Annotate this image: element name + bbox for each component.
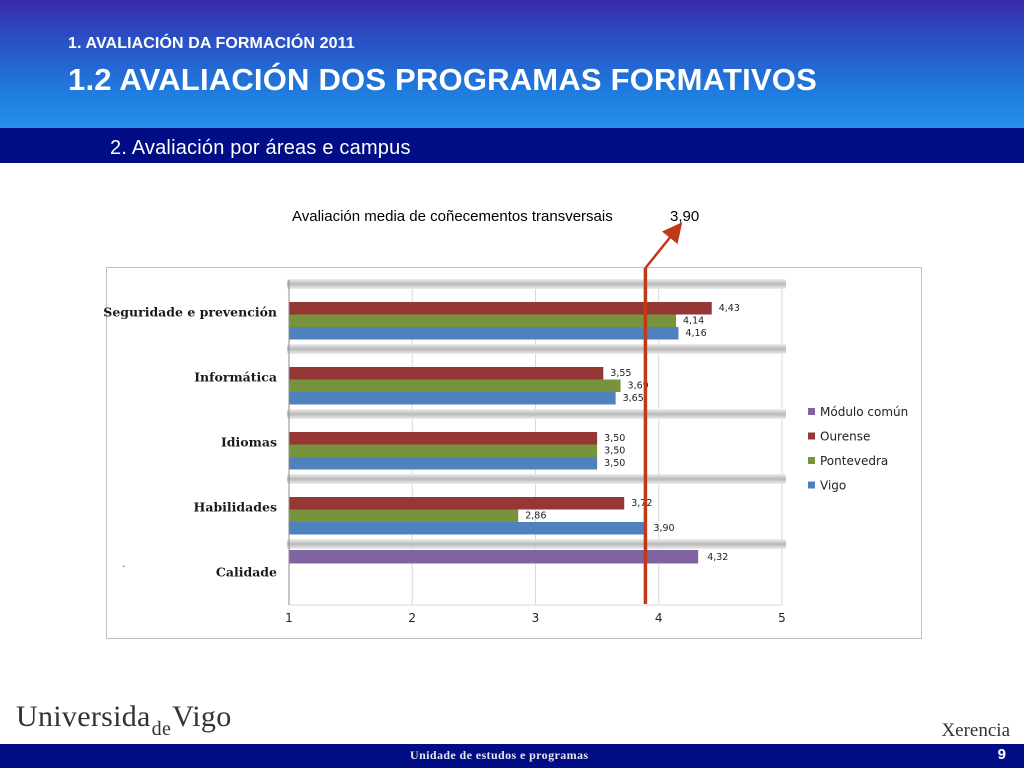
- average-label: Avaliación media de coñecementos transve…: [292, 208, 613, 225]
- slide-subtitle: 2. Avaliación por áreas e campus: [110, 137, 411, 159]
- category-label: Idiomas: [221, 435, 277, 450]
- category-separator: [287, 344, 786, 354]
- bar-vigo: [289, 457, 598, 470]
- bar-value-label: 3,90: [653, 523, 674, 534]
- bar-value-label: 3,65: [623, 393, 644, 404]
- category-separator: [287, 409, 786, 419]
- bar-vigo: [289, 522, 647, 535]
- average-value: 3,90: [670, 208, 700, 225]
- bar-pontevedra: [289, 444, 598, 457]
- legend-swatch: [808, 481, 815, 489]
- category-label: Informática: [194, 370, 277, 385]
- category-separator: [287, 279, 786, 289]
- bar-ourense: [289, 367, 604, 380]
- section-kicker: 1. AVALIACIÓN DA FORMACIÓN 2011: [68, 35, 355, 52]
- category-separator: [287, 474, 786, 484]
- legend-label: Módulo común: [820, 405, 908, 419]
- x-tick-label: 1: [285, 611, 293, 625]
- bar-ourense: [289, 432, 598, 445]
- average-arrow: [644, 222, 683, 269]
- stray-dot: .: [122, 556, 126, 570]
- footer-text: Unidade de estudos e programas: [410, 748, 589, 762]
- logo-vigo: Vigo: [172, 700, 232, 733]
- bar-pontevedra: [289, 314, 677, 327]
- x-tick-label: 5: [778, 611, 786, 625]
- bar-pontevedra: [289, 379, 621, 392]
- footer-bar: [0, 744, 1024, 768]
- bar-ourense: [289, 497, 625, 510]
- legend-label: Ourense: [820, 430, 870, 444]
- bar-value-label: 3,50: [604, 433, 625, 444]
- bar-value-label: 2,86: [525, 511, 546, 522]
- bar-value-label: 3,69: [628, 381, 649, 392]
- department-name: Xerencia: [941, 720, 1010, 741]
- title-banner: [0, 0, 1024, 128]
- bar-value-label: 3,50: [604, 446, 625, 457]
- legend-swatch: [808, 432, 815, 440]
- bar-pontevedra: [289, 509, 519, 522]
- logo-de: de: [151, 718, 172, 740]
- bar-value-label: 4,43: [719, 303, 740, 314]
- x-tick-label: 4: [655, 611, 663, 625]
- bar-value-label: 3,72: [631, 498, 652, 509]
- bar-vigo: [289, 392, 616, 405]
- legend-label: Pontevedra: [820, 454, 888, 468]
- slide-title: 1.2 AVALIACIÓN DOS PROGRAMAS FORMATIVOS: [68, 62, 817, 97]
- x-tick-label: 2: [408, 611, 416, 625]
- bar-value-label: 3,50: [604, 458, 625, 469]
- bar-value-label: 4,14: [683, 316, 704, 327]
- legend-label: Vigo: [820, 479, 846, 493]
- logo-universida: Universida: [16, 700, 151, 733]
- subtitle-bar: [0, 128, 1024, 163]
- bar-vigo: [289, 327, 679, 340]
- bar-modulo-comun: [289, 550, 699, 564]
- category-separator: [287, 539, 786, 549]
- bar-ourense: [289, 302, 712, 315]
- bar-value-label: 3,55: [610, 368, 631, 379]
- bar-value-label: 4,16: [685, 328, 706, 339]
- legend-swatch: [808, 457, 815, 464]
- page-number: 9: [997, 746, 1006, 763]
- category-label: Habilidades: [194, 500, 277, 515]
- bar-value-label: 4,32: [707, 552, 728, 563]
- legend-swatch: [808, 408, 815, 415]
- category-label: Calidade: [216, 565, 277, 580]
- x-tick-label: 3: [532, 611, 540, 625]
- university-logo: UniversidadeVigo: [16, 700, 232, 740]
- category-label: Seguridade e prevención: [103, 305, 277, 320]
